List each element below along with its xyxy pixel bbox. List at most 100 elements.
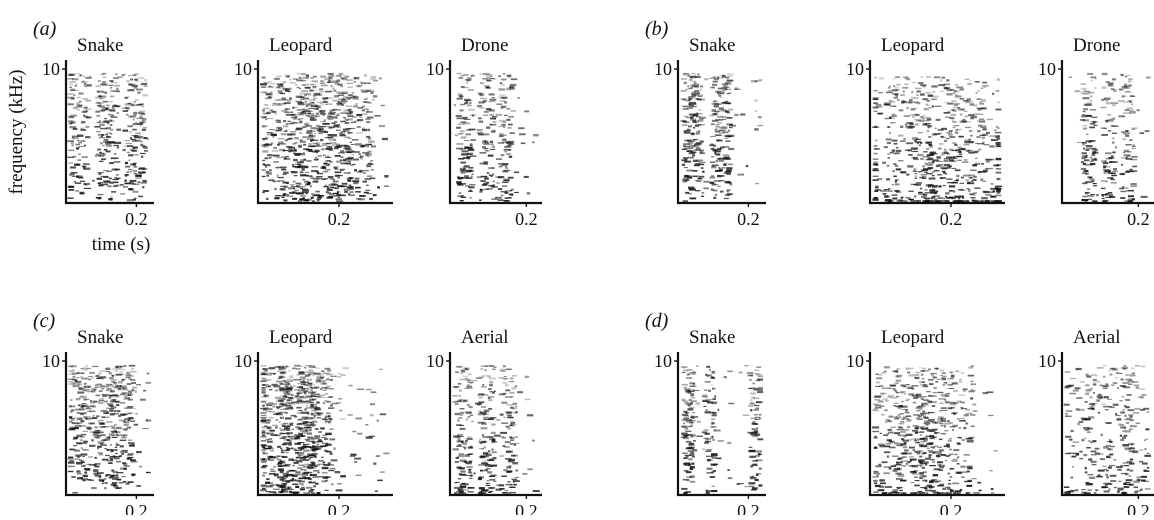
spectrogram-mark bbox=[481, 427, 488, 429]
spectrogram-mark bbox=[509, 487, 515, 488]
spectrogram-mark bbox=[483, 417, 489, 419]
spectrogram-mark bbox=[960, 190, 966, 191]
spectrogram-mark bbox=[99, 400, 104, 402]
spectrogram-mark bbox=[893, 153, 897, 154]
spectrogram-mark bbox=[1093, 185, 1097, 186]
spectrogram-mark bbox=[303, 148, 309, 150]
spectrogram-mark bbox=[498, 176, 505, 178]
spectrogram-mark bbox=[120, 440, 127, 441]
spectrogram-mark bbox=[1081, 88, 1087, 89]
spectrogram-mark bbox=[996, 136, 1000, 138]
spectrogram-mark bbox=[1089, 127, 1095, 129]
spectrogram-mark bbox=[966, 188, 969, 189]
spectrogram-mark bbox=[499, 88, 506, 90]
spectrogram-mark bbox=[292, 107, 294, 109]
spectrogram-mark bbox=[468, 109, 475, 111]
spectrogram-mark bbox=[914, 196, 917, 198]
spectrogram-mark bbox=[124, 397, 130, 399]
spectrogram-mark bbox=[908, 150, 912, 152]
spectrogram-mark bbox=[715, 126, 719, 127]
spectrogram-mark bbox=[503, 124, 506, 125]
spectrogram-mark bbox=[341, 86, 343, 88]
spectrogram-mark bbox=[122, 462, 126, 464]
spectrogram-mark bbox=[1090, 161, 1094, 162]
spectrogram-texture bbox=[872, 365, 998, 494]
spectrogram-mark bbox=[105, 371, 110, 372]
spectrogram-mark bbox=[758, 116, 762, 118]
spectrogram-mark bbox=[496, 114, 503, 116]
spectrogram-mark bbox=[293, 188, 295, 190]
spectrogram-mark bbox=[887, 142, 891, 144]
spectrogram-mark bbox=[328, 396, 333, 397]
spectrogram-mark bbox=[106, 136, 110, 138]
spectrogram-mark bbox=[308, 93, 312, 95]
spectrogram-mark bbox=[1131, 103, 1134, 105]
spectrogram-mark bbox=[125, 374, 132, 376]
spectrogram-mark bbox=[262, 488, 266, 490]
spectrogram-mark bbox=[139, 111, 145, 113]
spectrogram-mark bbox=[292, 478, 294, 480]
spectrogram-mark bbox=[75, 73, 81, 74]
spectrogram-mark bbox=[285, 88, 292, 90]
spectrogram-mark bbox=[483, 133, 489, 135]
spectrogram-mark bbox=[110, 124, 113, 125]
panel-label: (c) bbox=[33, 310, 56, 332]
spectrogram-mark bbox=[273, 155, 280, 157]
spectrogram-mark bbox=[106, 436, 110, 438]
spectrogram-mark bbox=[507, 415, 512, 417]
spectrogram-mark bbox=[311, 462, 315, 464]
spectrogram-mark bbox=[261, 401, 267, 403]
spectrogram-mark bbox=[747, 372, 753, 374]
spectrogram-mark bbox=[92, 180, 95, 182]
spectrogram-mark bbox=[507, 75, 511, 77]
spectrogram-mark bbox=[349, 385, 353, 387]
spectrogram-mark bbox=[1102, 73, 1108, 75]
spectrogram-mark bbox=[991, 196, 995, 197]
spectrogram-mark bbox=[270, 485, 274, 487]
spectrogram-mark bbox=[981, 107, 987, 109]
spectrogram-mark bbox=[465, 87, 469, 88]
spectrogram-mark bbox=[73, 405, 75, 407]
spectrogram-mark bbox=[323, 143, 330, 144]
spectrogram-mark bbox=[759, 468, 762, 470]
spectrogram-mark bbox=[305, 375, 310, 377]
spectrogram-mark bbox=[116, 88, 118, 90]
spectrogram-mark bbox=[327, 192, 331, 194]
spectrogram-mark bbox=[1121, 164, 1123, 166]
spectrogram-mark bbox=[318, 106, 322, 108]
spectrogram-mark bbox=[273, 147, 277, 149]
spectrogram-mark bbox=[946, 79, 949, 81]
spectrogram-mark bbox=[527, 192, 531, 194]
spectrogram-mark bbox=[77, 456, 79, 458]
spectrogram-mark bbox=[510, 110, 516, 112]
spectrogram-mark bbox=[711, 156, 714, 158]
spectrogram-title: Snake bbox=[689, 327, 735, 348]
spectrogram-mark bbox=[71, 419, 74, 421]
spectrogram-mark bbox=[496, 158, 502, 159]
spectrogram-mark bbox=[467, 80, 469, 81]
spectrogram-mark bbox=[362, 128, 364, 129]
spectrogram-mark bbox=[744, 365, 749, 366]
spectrogram-mark bbox=[114, 169, 120, 171]
spectrogram-mark bbox=[467, 156, 469, 158]
spectrogram-mark bbox=[738, 483, 744, 484]
spectrogram-mark bbox=[316, 407, 321, 408]
spectrogram-mark bbox=[503, 138, 506, 139]
spectrogram-mark bbox=[977, 91, 980, 92]
spectrogram-mark bbox=[686, 421, 688, 422]
spectrogram-mark bbox=[130, 104, 137, 106]
spectrogram-mark bbox=[908, 126, 913, 128]
spectrogram-mark bbox=[319, 105, 324, 106]
spectrogram-mark bbox=[699, 176, 705, 178]
spectrogram-mark bbox=[311, 197, 315, 198]
spectrogram-mark bbox=[282, 381, 284, 382]
spectrogram-mark bbox=[461, 441, 463, 443]
spectrogram-mark bbox=[703, 406, 706, 407]
spectrogram-mark bbox=[707, 468, 713, 470]
spectrogram-mark bbox=[122, 428, 128, 430]
spectrogram-mark bbox=[888, 157, 890, 159]
spectrogram-mark bbox=[363, 172, 365, 173]
spectrogram-mark bbox=[1129, 139, 1133, 140]
spectrogram-mark bbox=[727, 469, 730, 471]
